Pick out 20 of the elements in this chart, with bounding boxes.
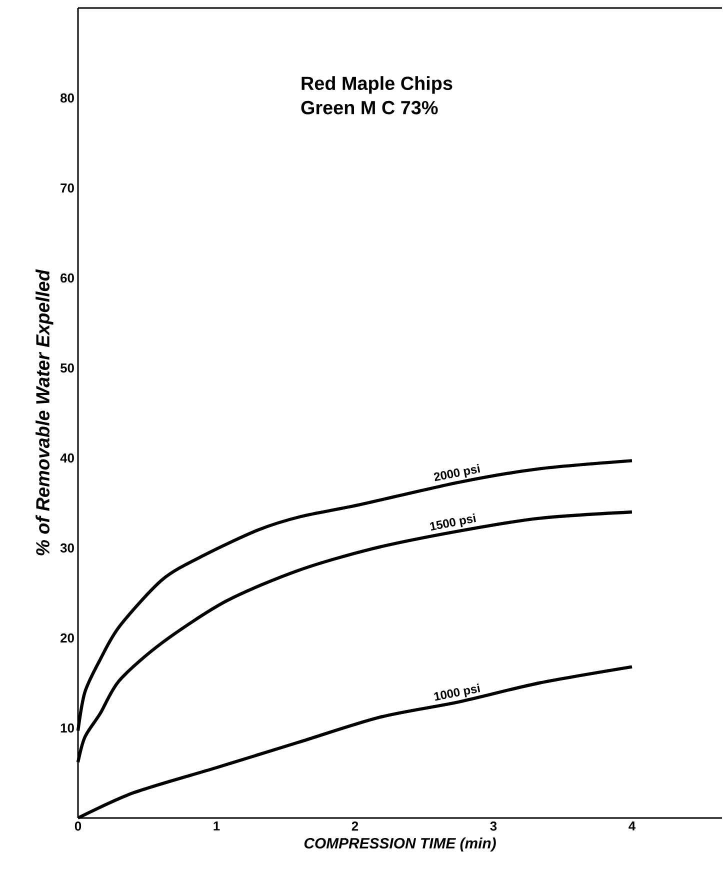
- y-tick-label: 20: [60, 633, 74, 643]
- x-tick-label: 2: [352, 822, 358, 831]
- y-tick-label: 40: [60, 453, 74, 463]
- x-axis-title: COMPRESSION TIME (min): [304, 838, 496, 852]
- x-tick-label: 4: [628, 822, 636, 830]
- x-tick-label: 1: [214, 822, 220, 830]
- annotation: Red Maple Chips: [302, 76, 452, 94]
- y-tick-label: 50: [60, 363, 74, 373]
- x-tick-label: 0: [75, 822, 82, 831]
- y-axis-title: % of Removable Water Expelled: [36, 269, 54, 556]
- y-tick-label: 70: [60, 183, 74, 193]
- text: 1500 psi: [430, 513, 476, 531]
- y-tick-label: 60: [60, 273, 74, 283]
- y-tick-label: 30: [60, 543, 74, 553]
- y-tick-label: 80: [60, 93, 74, 103]
- x-tick-label: 3: [490, 822, 497, 831]
- text: 2000 psi: [434, 464, 480, 482]
- text: 1000 psi: [434, 684, 480, 701]
- y-tick-label: 10: [61, 723, 74, 733]
- annotation: Green M C 73%: [301, 100, 438, 114]
